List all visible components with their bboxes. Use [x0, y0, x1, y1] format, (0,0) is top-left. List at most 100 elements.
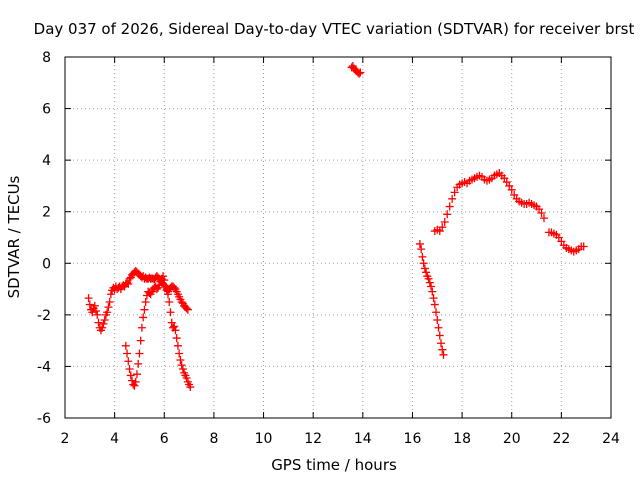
- data-point: [136, 336, 145, 345]
- data-point: [182, 374, 191, 383]
- data-point: [139, 313, 148, 322]
- data-point: [424, 274, 433, 283]
- data-point: [98, 323, 107, 332]
- data-point: [448, 194, 457, 203]
- data-point: [106, 290, 115, 299]
- data-point: [182, 304, 191, 313]
- data-point: [84, 294, 93, 303]
- data-point: [105, 297, 114, 306]
- data-point: [355, 69, 364, 78]
- data-point: [163, 290, 172, 299]
- series-satellite-track-a: [84, 267, 192, 335]
- series-satellite-track-f: [544, 228, 588, 256]
- data-point: [103, 308, 112, 317]
- x-tick-label: 16: [404, 431, 422, 447]
- data-point: [436, 339, 445, 348]
- x-tick-label: 22: [552, 431, 570, 447]
- data-point: [440, 218, 449, 227]
- data-point: [137, 323, 146, 332]
- data-point: [579, 242, 588, 251]
- data-point: [90, 301, 99, 310]
- y-tick-label: -4: [37, 359, 51, 375]
- data-point: [124, 357, 133, 366]
- data-point: [121, 341, 130, 350]
- data-point: [432, 308, 441, 317]
- data-point: [439, 350, 448, 359]
- data-point: [434, 323, 443, 332]
- series-satellite-track-c: [347, 62, 365, 78]
- data-point: [161, 282, 170, 291]
- y-tick-label: 0: [42, 256, 51, 272]
- data-point: [140, 305, 149, 314]
- data-point: [419, 259, 428, 268]
- data-point: [425, 278, 434, 287]
- data-point: [159, 272, 168, 281]
- x-tick-label: 10: [255, 431, 273, 447]
- plot-frame: [64, 56, 612, 419]
- data-marks: [84, 62, 588, 392]
- data-point: [422, 268, 431, 277]
- data-point: [186, 383, 195, 392]
- x-tick-label: 18: [453, 431, 471, 447]
- data-point: [130, 381, 139, 390]
- data-point: [92, 306, 101, 315]
- data-point: [429, 294, 438, 303]
- x-tick-label: 20: [503, 431, 521, 447]
- data-point: [443, 210, 452, 219]
- data-point: [165, 297, 174, 306]
- data-point: [183, 305, 192, 314]
- grid: [65, 57, 611, 418]
- x-tick-label: 2: [61, 431, 70, 447]
- data-point: [126, 371, 135, 380]
- data-point: [134, 359, 143, 368]
- x-axis-ticks: 2 4 6 8 10 12 14 16 18 20 22 24: [61, 57, 620, 447]
- data-point: [177, 361, 186, 370]
- y-axis-ticks: -6 -4 -2 0 2 4 6 8: [37, 50, 611, 427]
- data-point: [141, 297, 150, 306]
- data-point: [356, 68, 365, 77]
- x-tick-label: 12: [304, 431, 322, 447]
- data-point: [438, 345, 447, 354]
- data-point: [438, 223, 447, 232]
- data-point: [125, 365, 134, 374]
- data-point: [445, 202, 454, 211]
- data-point: [435, 331, 444, 340]
- data-point: [172, 334, 181, 343]
- data-point: [178, 365, 187, 374]
- data-point: [427, 282, 436, 291]
- data-point: [123, 349, 132, 358]
- data-point: [131, 377, 140, 386]
- data-point: [128, 376, 137, 385]
- data-point: [93, 310, 102, 319]
- data-point: [507, 185, 516, 194]
- data-point: [171, 326, 180, 335]
- data-point: [94, 318, 103, 327]
- y-tick-label: 4: [42, 153, 51, 169]
- x-tick-label: 24: [602, 431, 620, 447]
- data-point: [162, 286, 171, 295]
- x-tick-label: 8: [209, 431, 218, 447]
- data-point: [450, 188, 459, 197]
- data-point: [170, 322, 179, 331]
- chart-title: Day 037 of 2026, Sidereal Day-to-day VTE…: [34, 20, 635, 38]
- data-point: [415, 239, 424, 248]
- y-tick-label: 6: [42, 102, 51, 118]
- x-tick-label: 4: [110, 431, 119, 447]
- x-tick-label: 6: [160, 431, 169, 447]
- y-tick-label: 2: [42, 205, 51, 221]
- data-point: [537, 209, 546, 218]
- data-point: [100, 316, 109, 325]
- data-point: [160, 276, 169, 285]
- series-satellite-track-d: [415, 239, 448, 359]
- series-satellite-track-e: [430, 169, 548, 236]
- y-tick-label: 8: [42, 50, 51, 66]
- y-tick-label: -2: [37, 308, 51, 324]
- data-point: [539, 214, 548, 223]
- data-point: [85, 300, 94, 309]
- data-point: [88, 308, 97, 317]
- data-point: [104, 303, 113, 312]
- data-point: [418, 252, 427, 261]
- data-point: [433, 316, 442, 325]
- data-point: [176, 355, 185, 364]
